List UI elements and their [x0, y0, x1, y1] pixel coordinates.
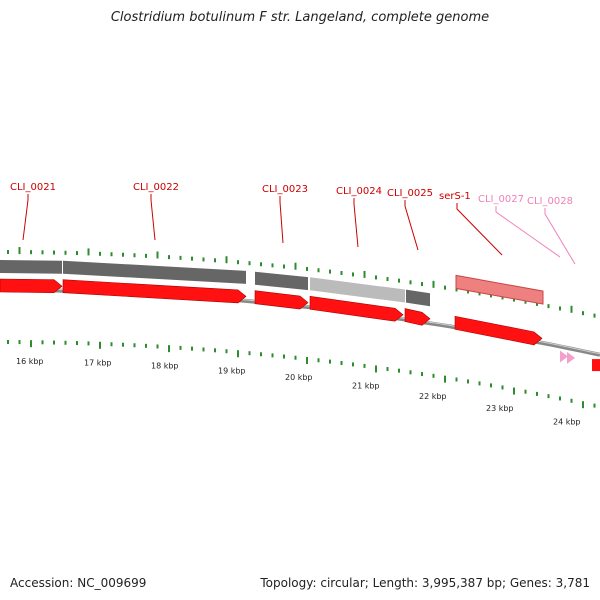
gene-leader-line: [279, 196, 284, 244]
gene-leader-line: [150, 194, 156, 241]
gene-label: serS-1: [439, 191, 471, 202]
pink-chevron: [560, 350, 568, 363]
gene-block-gray: [406, 289, 430, 307]
kbp-label: 20 kbp: [285, 373, 313, 382]
pink-chevron: [567, 351, 575, 364]
accession-text: Accession: NC_009699: [10, 576, 147, 590]
cds-arrow: [62, 279, 247, 304]
gene-leader-line: [353, 198, 359, 248]
kbp-label: 21 kbp: [352, 382, 380, 391]
kbp-label: 18 kbp: [151, 362, 179, 371]
genome-summary-text: Topology: circular; Length: 3,995,387 bp…: [260, 576, 590, 590]
gene-leader-line: [404, 200, 419, 251]
kbp-label: 22 kbp: [419, 392, 447, 401]
gene-label: CLI_0024: [336, 186, 382, 197]
gene-leader-line: [456, 203, 503, 256]
gene-label: CLI_0021: [10, 182, 56, 193]
gene-block-gray: [63, 260, 246, 284]
gene-leader-line: [544, 208, 576, 265]
tick-layer: [7, 247, 596, 409]
gene-label: CLI_0028: [527, 196, 573, 207]
map-title: Clostridium botulinum F str. Langeland, …: [110, 10, 490, 25]
kbp-label: 17 kbp: [84, 358, 112, 367]
gene-block-gray: [255, 271, 308, 291]
gene-label: CLI_0022: [133, 182, 179, 193]
label-layer: CLI_0021 CLI_0022 CLI_0023 CLI_0024 CLI_0025…: [10, 182, 581, 427]
cds-arrow: [0, 278, 63, 293]
kbp-label: 19 kbp: [218, 366, 246, 375]
gene-label: CLI_0023: [262, 184, 308, 195]
cds-arrow-stub: [592, 359, 600, 372]
gene-leader-line: [22, 194, 29, 241]
kbp-label: 24 kbp: [553, 418, 581, 427]
cds-arrow: [454, 315, 543, 346]
gene-block-gray: [310, 277, 405, 303]
gene-leader-line: [495, 206, 561, 258]
kbp-label: 23 kbp: [486, 404, 514, 413]
kbp-label: 16 kbp: [16, 357, 44, 366]
gene-label: CLI_0025: [387, 188, 433, 199]
gene-block-gray: [0, 260, 62, 274]
cds-arrow: [254, 290, 309, 310]
cds-arrow: [404, 308, 431, 326]
feature-layer: [0, 260, 600, 372]
gene-block-sers: [455, 274, 544, 305]
cds-arrow: [309, 295, 404, 322]
gene-label: CLI_0027: [478, 194, 524, 205]
